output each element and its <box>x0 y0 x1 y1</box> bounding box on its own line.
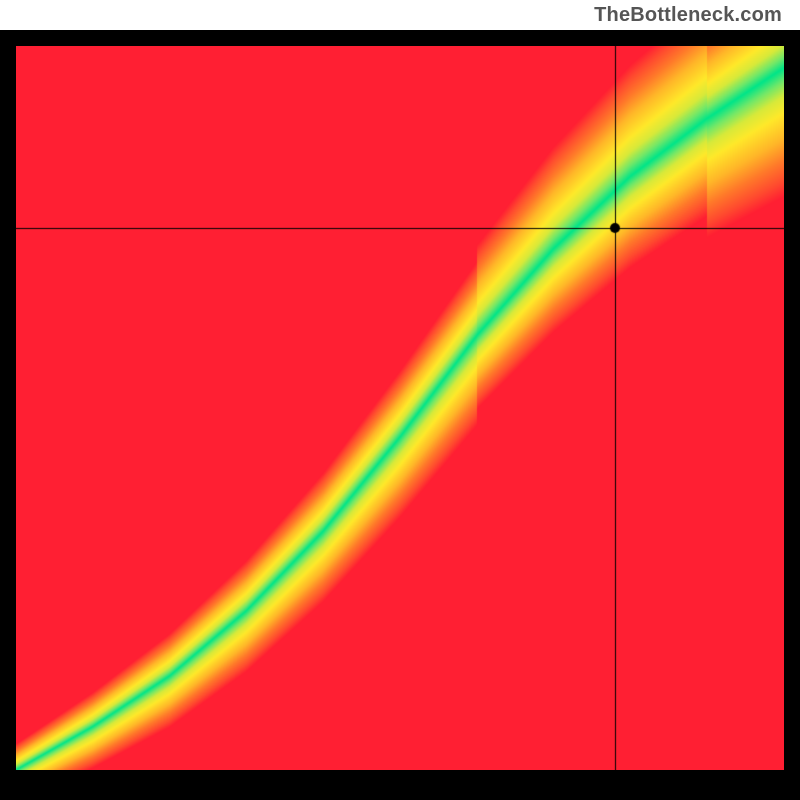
bottleneck-heatmap <box>16 46 784 770</box>
watermark-text: TheBottleneck.com <box>594 4 782 27</box>
chart-frame <box>0 30 800 800</box>
